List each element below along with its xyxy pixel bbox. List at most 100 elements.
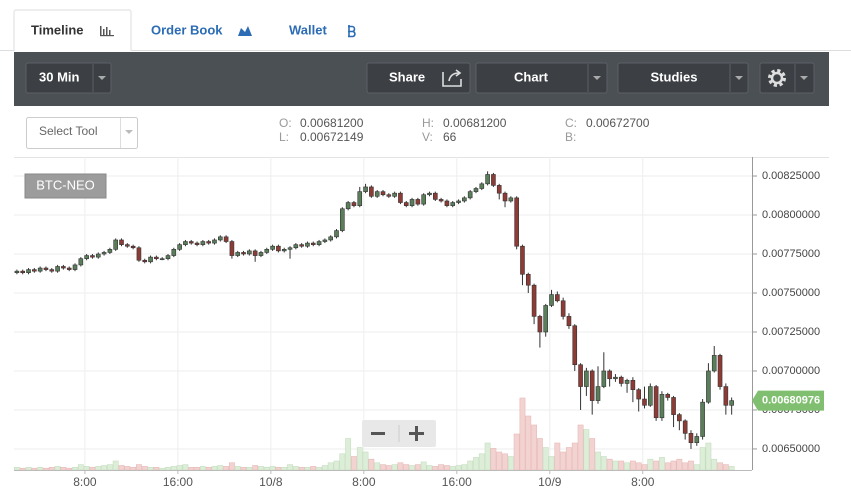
volume-bar: [165, 466, 171, 471]
ohlc-value: 0.00672149: [300, 130, 364, 144]
share-label[interactable]: Share: [389, 69, 425, 84]
volume-bar: [141, 466, 148, 471]
y-tick-label: 0.00700000: [762, 365, 820, 377]
volume-bar: [304, 466, 311, 471]
caret: [98, 76, 106, 80]
volume-bar: [653, 460, 660, 471]
volume-bar: [490, 448, 497, 471]
volume-bar: [83, 466, 90, 471]
candle-body: [432, 192, 438, 200]
volume-bar: [403, 464, 410, 471]
candle-body: [345, 202, 351, 210]
candle-body: [653, 386, 659, 419]
volume-bar: [298, 466, 305, 471]
volume-bar: [560, 451, 567, 471]
volume-bar: [473, 457, 479, 471]
volume-bar: [258, 466, 264, 471]
candle-body: [299, 244, 304, 247]
volume-bar: [269, 466, 276, 471]
symbol-label: BTC-NEO: [36, 177, 95, 192]
y-tick-label: 0.00750000: [762, 287, 820, 299]
candle-body: [328, 236, 334, 241]
interval-label[interactable]: 30 Min: [39, 69, 80, 84]
candle-body: [444, 200, 450, 206]
volume-bar: [194, 466, 200, 471]
candle-body: [560, 300, 566, 317]
chart-button[interactable]: [475, 62, 608, 94]
volume-bar: [199, 466, 206, 471]
timeline-icon: [100, 26, 114, 37]
volume-bar: [101, 465, 107, 471]
caret: [125, 130, 133, 134]
volume-bar: [182, 464, 189, 471]
candle-body: [584, 370, 589, 387]
volume-bar: [641, 464, 648, 471]
volume-bar: [380, 464, 386, 471]
caret: [735, 76, 743, 80]
volume-bar: [414, 464, 421, 471]
active-tab[interactable]: [13, 9, 132, 51]
volume-bar: [292, 466, 299, 471]
candle-body: [369, 186, 374, 197]
candle-body: [223, 236, 229, 242]
x-tick-label: 8:00: [631, 475, 655, 489]
zoom-out[interactable]: [371, 432, 385, 435]
volume-bar: [60, 466, 67, 471]
zoom-in[interactable]: [415, 426, 418, 441]
candle-body: [648, 386, 653, 406]
volume-bar: [548, 456, 555, 471]
candle-body: [235, 252, 241, 256]
select-tool-label[interactable]: Select Tool: [39, 124, 97, 138]
candle-body: [642, 398, 647, 406]
candle-body: [49, 269, 55, 272]
candle-body: [473, 188, 479, 192]
volume-bar: [455, 465, 462, 471]
volume-bar: [554, 442, 561, 471]
tab-order-book[interactable]: Order Book: [151, 22, 223, 37]
studies-button[interactable]: [617, 62, 749, 94]
volume-bar: [478, 453, 485, 471]
volume-bar: [693, 464, 700, 471]
last-price-label: 0.00680976: [762, 395, 820, 407]
chart-label[interactable]: Chart: [514, 69, 549, 84]
candle-body: [142, 259, 148, 263]
volume-bar: [287, 464, 293, 471]
candle-body: [706, 370, 711, 403]
volume-bar: [118, 465, 125, 471]
tab-timeline[interactable]: Timeline: [31, 22, 84, 37]
volume-bar: [77, 464, 84, 471]
volume-bar: [66, 467, 73, 471]
volume-bar: [368, 458, 375, 471]
last-price-tag: [752, 390, 824, 411]
ohlc-value: 0.00681200: [443, 116, 507, 130]
volume-bar: [263, 466, 270, 471]
volume-bar: [688, 460, 694, 471]
volume-bar: [136, 464, 142, 471]
volume-bar: [147, 466, 154, 471]
candle-body: [32, 269, 37, 272]
candle-body: [479, 183, 485, 189]
volume-bar: [89, 466, 96, 471]
volume-bar: [339, 453, 346, 471]
candle-body: [340, 208, 345, 231]
candle-body: [462, 197, 467, 202]
candle-body: [37, 267, 43, 272]
volume-bar: [595, 451, 601, 471]
candle-body: [677, 414, 682, 422]
candle-body: [700, 401, 705, 437]
overlay: 0.006500000.006750000.007000000.00725000…: [73, 170, 824, 489]
tab-wallet[interactable]: Wallet: [289, 22, 327, 37]
studies-label[interactable]: Studies: [651, 69, 698, 84]
x-tick-label: 16:00: [442, 475, 472, 489]
volume-bar: [25, 466, 32, 471]
candle-body: [247, 250, 252, 255]
candle-body: [578, 364, 583, 387]
volume-bar: [37, 466, 44, 471]
volume-bar: [606, 458, 613, 471]
volume-bar: [432, 466, 439, 471]
volume-bar: [711, 458, 718, 471]
interval-button[interactable]: [25, 62, 112, 94]
select-tool[interactable]: [26, 117, 138, 149]
volume-bar: [519, 397, 526, 471]
